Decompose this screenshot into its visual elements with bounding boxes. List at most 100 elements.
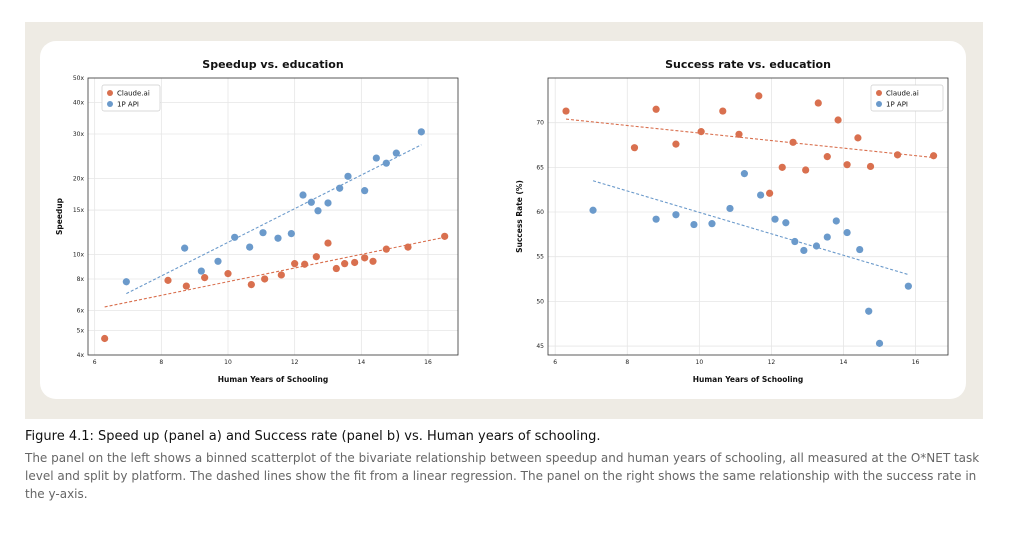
caption-title: Figure 4.1: Speed up (panel a) and Succe… <box>25 429 601 444</box>
legend-marker <box>876 90 882 96</box>
y-tick-label: 5x <box>77 328 85 335</box>
y-tick-label: 6x <box>77 308 85 315</box>
claude-ai-point <box>854 134 862 142</box>
x-axis-label: Human Years of Schooling <box>218 375 328 384</box>
caption-body: The panel on the left shows a binned sca… <box>25 451 980 501</box>
1p-api-point <box>865 307 873 315</box>
1p-api-point <box>791 237 799 246</box>
x-tick-label: 8 <box>625 359 629 366</box>
1p-api-series <box>122 128 425 295</box>
legend-label: 1P API <box>886 101 908 109</box>
claude-ai-series <box>101 232 449 343</box>
y-tick-label: 60 <box>536 209 544 216</box>
claude-ai-point <box>766 189 774 197</box>
chart-title: Speedup vs. education <box>202 58 343 71</box>
legend: Claude.ai 1P API <box>101 84 161 112</box>
claude-ai-point <box>735 130 743 138</box>
legend-box <box>870 84 944 112</box>
claude-ai-point <box>369 257 377 265</box>
1p-api-fit-line <box>126 144 422 295</box>
claude-ai-point <box>182 282 190 290</box>
x-tick-label: 10 <box>696 359 704 366</box>
claude-ai-point <box>201 274 209 282</box>
1p-api-point <box>336 184 344 192</box>
claude-ai-point <box>802 166 810 174</box>
1p-api-point <box>344 172 352 180</box>
plot-frame <box>87 77 459 356</box>
x-tick-label: 16 <box>912 359 920 366</box>
1p-api-point <box>652 215 660 223</box>
claude-ai-point <box>562 107 570 115</box>
claude-ai-point <box>224 270 232 278</box>
x-tick-label: 10 <box>224 359 232 366</box>
1p-api-point <box>417 128 425 136</box>
y-tick-label: 50x <box>73 75 85 82</box>
1p-api-point <box>361 187 369 195</box>
1p-api-point <box>382 159 390 167</box>
claude-ai-point <box>164 276 172 284</box>
y-tick-label: 8x <box>77 276 85 283</box>
y-tick-label: 45 <box>536 343 544 350</box>
1p-api-point <box>832 217 840 225</box>
1p-api-point <box>181 244 189 252</box>
claude-ai-point <box>361 254 369 262</box>
1p-api-point <box>726 204 734 213</box>
1p-api-point <box>589 206 597 214</box>
y-tick-label: 15x <box>73 207 85 214</box>
1p-api-point <box>800 246 808 255</box>
claude-ai-point <box>778 163 786 171</box>
success-rate-chart: Success rate vs. education 6 8 10 12 14 16 45 50… <box>515 58 949 384</box>
y-tick-label: 55 <box>536 254 544 261</box>
claude-ai-point <box>301 260 309 268</box>
claude-ai-fit-line <box>565 118 934 159</box>
x-tick-label: 12 <box>768 359 776 366</box>
1p-api-point <box>287 230 295 238</box>
claude-ai-point <box>719 107 727 115</box>
claude-ai-point <box>652 105 660 113</box>
claude-ai-point <box>404 243 412 251</box>
claude-ai-point <box>789 138 797 146</box>
1p-api-point <box>197 267 205 275</box>
1p-api-point <box>259 229 267 237</box>
x-tick-label: 16 <box>424 359 432 366</box>
speedup-chart: Speedup vs. education 6 8 10 12 14 16 4x 5x 6x 8x 1… <box>55 58 459 384</box>
legend: Claude.ai 1P API <box>870 84 944 112</box>
chart-title: Success rate vs. education <box>665 58 831 71</box>
x-tick-label: 8 <box>159 359 163 366</box>
claude-ai-point <box>341 260 349 268</box>
y-tick-label: 30x <box>73 131 85 138</box>
claude-ai-point <box>261 275 269 283</box>
claude-ai-point <box>697 128 705 136</box>
y-axis-label: Speedup <box>55 197 64 235</box>
claude-ai-point <box>291 260 299 268</box>
1p-api-point <box>771 215 779 223</box>
legend-box <box>101 84 161 112</box>
1p-api-point <box>299 191 307 199</box>
1p-api-point <box>782 219 790 227</box>
claude-ai-point <box>332 264 340 273</box>
1p-api-point <box>214 257 222 265</box>
1p-api-series <box>589 170 912 347</box>
1p-api-point <box>324 199 332 207</box>
1p-api-point <box>314 207 322 215</box>
y-tick-label: 65 <box>536 164 544 171</box>
claude-ai-series <box>562 92 938 197</box>
claude-ai-point <box>843 161 851 169</box>
legend-marker <box>876 101 882 107</box>
legend-label: Claude.ai <box>886 90 919 98</box>
claude-ai-point <box>823 153 831 161</box>
y-tick-label: 4x <box>77 352 85 359</box>
y-axis-label: Success Rate (%) <box>515 180 524 253</box>
1p-api-point <box>392 149 400 157</box>
x-tick-label: 6 <box>93 359 97 366</box>
figure-caption: Figure 4.1: Speed up (panel a) and Succe… <box>25 428 990 503</box>
claude-ai-point <box>814 99 822 107</box>
1p-api-point <box>274 234 282 242</box>
claude-ai-point <box>382 245 390 253</box>
legend-marker <box>107 90 113 96</box>
x-tick-label: 12 <box>291 359 299 366</box>
y-tick-label: 10x <box>73 252 85 259</box>
1p-api-point <box>672 211 680 219</box>
1p-api-point <box>122 278 130 286</box>
claude-ai-point <box>324 239 332 247</box>
